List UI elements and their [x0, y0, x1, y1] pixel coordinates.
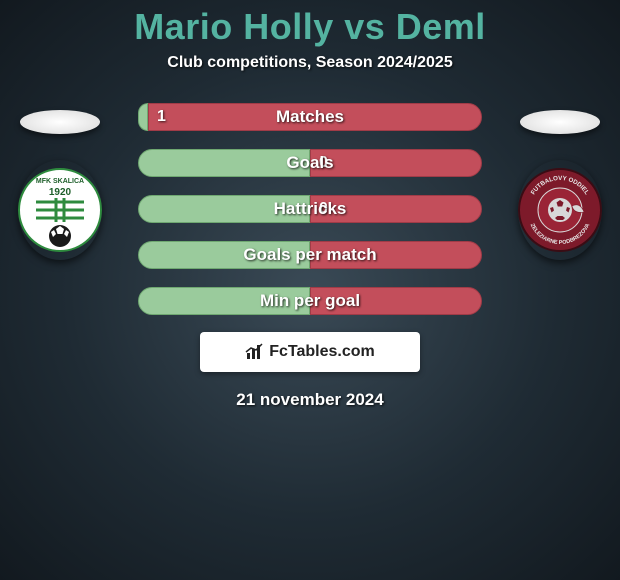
stat-bar-left [138, 195, 310, 223]
stat-bar-left [138, 241, 310, 269]
stat-row-goals-per-match: Goals per match [0, 240, 620, 270]
comparison-subtitle: Club competitions, Season 2024/2025 [0, 54, 620, 72]
snapshot-date: 21 november 2024 [0, 390, 620, 410]
stat-value-right: 0 [319, 154, 328, 172]
attribution-text: FcTables.com [269, 343, 375, 361]
stat-value-right: 0 [319, 200, 328, 218]
stat-bar-left [138, 103, 148, 131]
stat-bar-left [138, 287, 310, 315]
stat-value-right: 1 [157, 108, 166, 126]
stat-row-goals: 0 Goals [0, 148, 620, 178]
stat-row-hattricks: 0 Hattricks [0, 194, 620, 224]
attribution-chart-icon [245, 343, 265, 361]
stat-bar-right [310, 241, 482, 269]
comparison-title: Mario Holly vs Deml [0, 0, 620, 48]
stat-bar-right: 0 [310, 195, 482, 223]
stat-row-min-per-goal: Min per goal [0, 286, 620, 316]
stats-area: 1 Matches 0 Goals 0 [0, 102, 620, 316]
stat-bar-right [310, 287, 482, 315]
attribution-box: FcTables.com [200, 332, 420, 372]
stat-bar-left [138, 149, 310, 177]
stat-bar-right: 0 [310, 149, 482, 177]
stat-row-matches: 1 Matches [0, 102, 620, 132]
stat-bar-right: 1 [148, 103, 482, 131]
